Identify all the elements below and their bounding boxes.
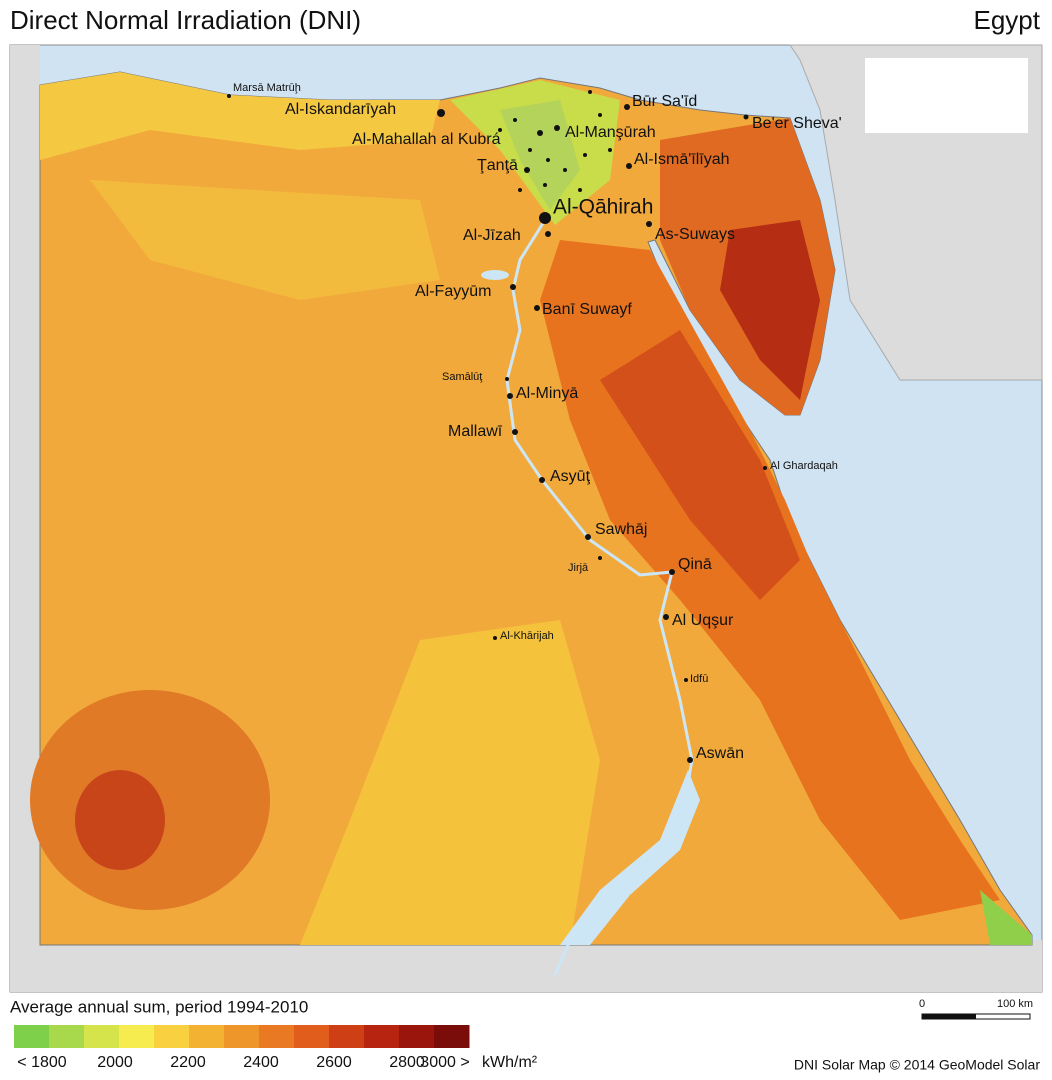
city-label: Al-Ismā'īlīyah (634, 151, 730, 168)
city-label: Al-Fayyūm (415, 283, 491, 300)
city-dots (227, 94, 767, 763)
blank-box (865, 58, 1028, 133)
city-label: Al-Jīzah (463, 227, 521, 244)
city-label: Jirjā (568, 562, 589, 574)
city-label: Būr Sa'īd (632, 93, 697, 110)
city-label: Banī Suwayf (542, 301, 632, 318)
legend-swatch (224, 1025, 260, 1048)
scale-bar: 0 100 km (919, 998, 1033, 1020)
legend-swatches (14, 1025, 470, 1048)
city-label: Al-Khārijah (500, 630, 554, 642)
delta (500, 100, 580, 210)
legend-label: 3000 > (420, 1054, 469, 1071)
title: Direct Normal Irradiation (DNI) (10, 5, 361, 35)
land-libya (10, 45, 40, 992)
land-sudan (10, 940, 1042, 992)
city-label: Idfū (690, 673, 708, 685)
credit: DNI Solar Map © 2014 GeoModel Solar (794, 1057, 1040, 1073)
city-label: Al-Iskandarīyah (285, 101, 396, 118)
city-label: Al-Mahallah al Kubrá (352, 131, 501, 148)
city-label: Mallawī (448, 423, 503, 440)
legend-label: 2400 (243, 1054, 279, 1071)
lake-nasser (560, 770, 700, 945)
legend-label: 2000 (97, 1054, 133, 1071)
zone (90, 180, 440, 300)
legend-swatch (294, 1025, 330, 1048)
city-label: Marsā Matrūḩ (233, 82, 301, 94)
city-label: Sawhāj (595, 521, 647, 538)
delta-towns (498, 90, 612, 192)
legend-title: Average annual sum, period 1994-2010 (10, 997, 308, 1016)
map (9, 44, 1043, 993)
legend-unit: kWh/m² (482, 1054, 538, 1071)
city-label: Al-Qāhirah (553, 196, 653, 219)
city-label: As-Suways (655, 226, 735, 243)
legend-swatch (49, 1025, 85, 1048)
zone (40, 72, 440, 160)
city-label: Be'er Sheva' (752, 115, 842, 132)
city-label: Asyūţ (550, 468, 591, 485)
scale-label: 0 (919, 998, 925, 1010)
zone (980, 890, 1032, 945)
legend-label: 2600 (316, 1054, 352, 1071)
country: Egypt (974, 5, 1041, 35)
legend-label: 2800 (389, 1054, 425, 1071)
legend-swatch (84, 1025, 120, 1048)
legend-swatch (189, 1025, 225, 1048)
legend-labels: < 1800 2000 2200 2400 2600 2800 3000 > k… (17, 1054, 537, 1071)
city-label: Al-Manşūrah (565, 124, 656, 141)
city-label: Al Uqşur (672, 612, 734, 629)
city-labels: Marsā Matrūḩ Al-Iskandarīyah Būr Sa'īd B… (233, 82, 842, 762)
legend-swatch (434, 1025, 470, 1048)
scale-bar-fill (922, 1014, 976, 1019)
zone (720, 220, 820, 400)
city-label: Ţanţā (477, 157, 518, 174)
city-label: Qinā (678, 556, 712, 573)
legend-label: < 1800 (17, 1054, 66, 1071)
legend-swatch (14, 1025, 50, 1048)
zone (600, 330, 800, 600)
legend-swatch (119, 1025, 155, 1048)
legend-swatch (364, 1025, 400, 1048)
scale-label: 100 km (997, 998, 1033, 1010)
legend-swatch (259, 1025, 295, 1048)
city-label: Al Ghardaqah (770, 460, 838, 472)
zone (300, 620, 600, 945)
lake (481, 270, 509, 280)
zone (75, 770, 165, 870)
legend-swatch (399, 1025, 435, 1048)
city-label: Aswān (696, 745, 744, 762)
legend-label: 2200 (170, 1054, 206, 1071)
city-label: Al-Minyā (516, 385, 578, 402)
legend-swatch (154, 1025, 190, 1048)
city-label: Samālūţ (442, 371, 483, 383)
legend-swatch (329, 1025, 365, 1048)
